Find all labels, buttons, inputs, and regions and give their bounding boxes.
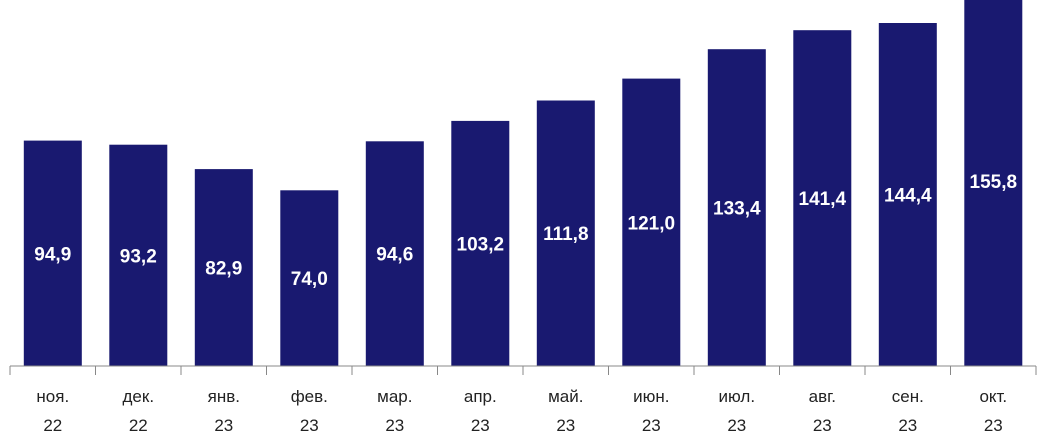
x-tick-label: апр. 23 (464, 387, 497, 434)
x-tick-label: мар. 23 (377, 387, 412, 434)
bar (451, 120, 510, 367)
bar (622, 78, 681, 366)
bar-value-label: 74,0 (291, 269, 328, 290)
bar-value-label: 155,8 (970, 172, 1018, 193)
bar-value-label: 93,2 (120, 246, 157, 267)
bar-value-label: 141,4 (799, 189, 847, 210)
x-axis-ticks (9, 366, 1037, 375)
bar (536, 100, 595, 366)
x-tick-label: дек. 22 (123, 387, 155, 434)
bar-value-label: 94,9 (34, 244, 71, 265)
bars (23, 0, 1023, 367)
bar-value-label: 103,2 (457, 234, 505, 255)
bar (365, 141, 424, 366)
bar (878, 23, 937, 366)
x-tick-label: сен. 23 (892, 387, 924, 434)
x-tick-label: янв. 23 (208, 387, 240, 434)
x-tick-label: июл. 23 (719, 387, 756, 434)
x-tick-label: июн. 23 (633, 387, 669, 434)
value-labels: 94,9 93,2 82,9 74,0 94,6 103,2 111,8 121,0 133,4… (34, 172, 1017, 290)
bar (23, 140, 82, 366)
x-tick-label: фев. 23 (291, 387, 328, 434)
x-tick-label: ноя. 22 (36, 387, 69, 434)
x-axis-labels: ноя. 22 дек. 22 янв. 23 фев. 23 мар. 23 апр. 23 май.… (36, 387, 1007, 434)
bar (793, 30, 852, 366)
bar (707, 49, 766, 366)
x-tick-label: май. 23 (548, 387, 583, 434)
bar (109, 144, 168, 366)
bar-value-label: 144,4 (884, 186, 932, 207)
bar-value-label: 121,0 (628, 213, 676, 234)
x-tick-label: авг. 23 (809, 387, 836, 434)
bar (964, 0, 1023, 366)
bar-value-label: 82,9 (205, 259, 242, 280)
bar (194, 169, 253, 366)
bar-value-label: 133,4 (713, 199, 761, 220)
bar (280, 190, 339, 367)
x-tick-label: окт. 23 (979, 387, 1007, 434)
bar-value-label: 94,6 (376, 245, 413, 266)
bar-value-label: 111,8 (543, 224, 588, 245)
